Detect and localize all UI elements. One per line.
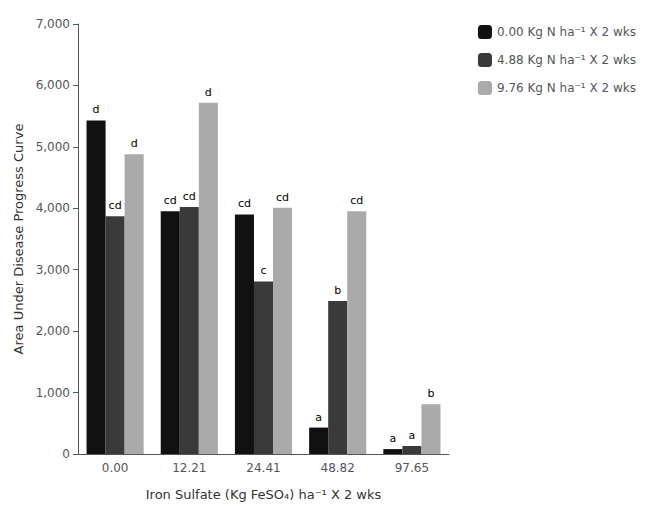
svg-text:a: a	[409, 429, 416, 442]
svg-text:cd: cd	[109, 199, 122, 212]
svg-text:b: b	[427, 387, 434, 400]
svg-text:7,000: 7,000	[36, 17, 70, 31]
svg-text:5,000: 5,000	[36, 140, 70, 154]
svg-text:a: a	[315, 411, 322, 424]
svg-text:Iron Sulfate (Kg FeSO₄) ha⁻¹ X: Iron Sulfate (Kg FeSO₄) ha⁻¹ X 2 wks	[146, 487, 382, 502]
svg-text:12.21: 12.21	[172, 461, 206, 475]
svg-text:6,000: 6,000	[36, 78, 70, 92]
svg-text:cd: cd	[183, 190, 196, 203]
svg-text:24.41: 24.41	[246, 461, 280, 475]
svg-text:cd: cd	[276, 191, 289, 204]
svg-text:0.00: 0.00	[102, 461, 129, 475]
svg-text:cd: cd	[164, 194, 177, 207]
svg-text:0.00 Kg N ha⁻¹ X 2 wks: 0.00 Kg N ha⁻¹ X 2 wks	[497, 25, 636, 39]
svg-text:4,000: 4,000	[36, 201, 70, 215]
svg-text:97.65: 97.65	[395, 461, 429, 475]
svg-text:2,000: 2,000	[36, 324, 70, 338]
svg-text:cd: cd	[238, 197, 251, 210]
svg-text:cd: cd	[350, 194, 363, 207]
svg-text:4.88 Kg N ha⁻¹ X 2 wks: 4.88 Kg N ha⁻¹ X 2 wks	[497, 53, 636, 67]
svg-text:48.82: 48.82	[321, 461, 355, 475]
svg-text:9.76 Kg N ha⁻¹ X 2 wks: 9.76 Kg N ha⁻¹ X 2 wks	[497, 81, 636, 95]
svg-text:b: b	[334, 284, 341, 297]
svg-text:d: d	[205, 86, 212, 99]
svg-text:1,000: 1,000	[36, 386, 70, 400]
svg-text:c: c	[260, 264, 266, 277]
svg-text:d: d	[93, 103, 100, 116]
svg-text:Area Under Disease Progress Cu: Area Under Disease Progress Curve	[11, 124, 26, 355]
svg-text:a: a	[389, 432, 396, 445]
svg-text:d: d	[131, 137, 138, 150]
svg-text:0: 0	[62, 447, 70, 461]
svg-text:3,000: 3,000	[36, 263, 70, 277]
